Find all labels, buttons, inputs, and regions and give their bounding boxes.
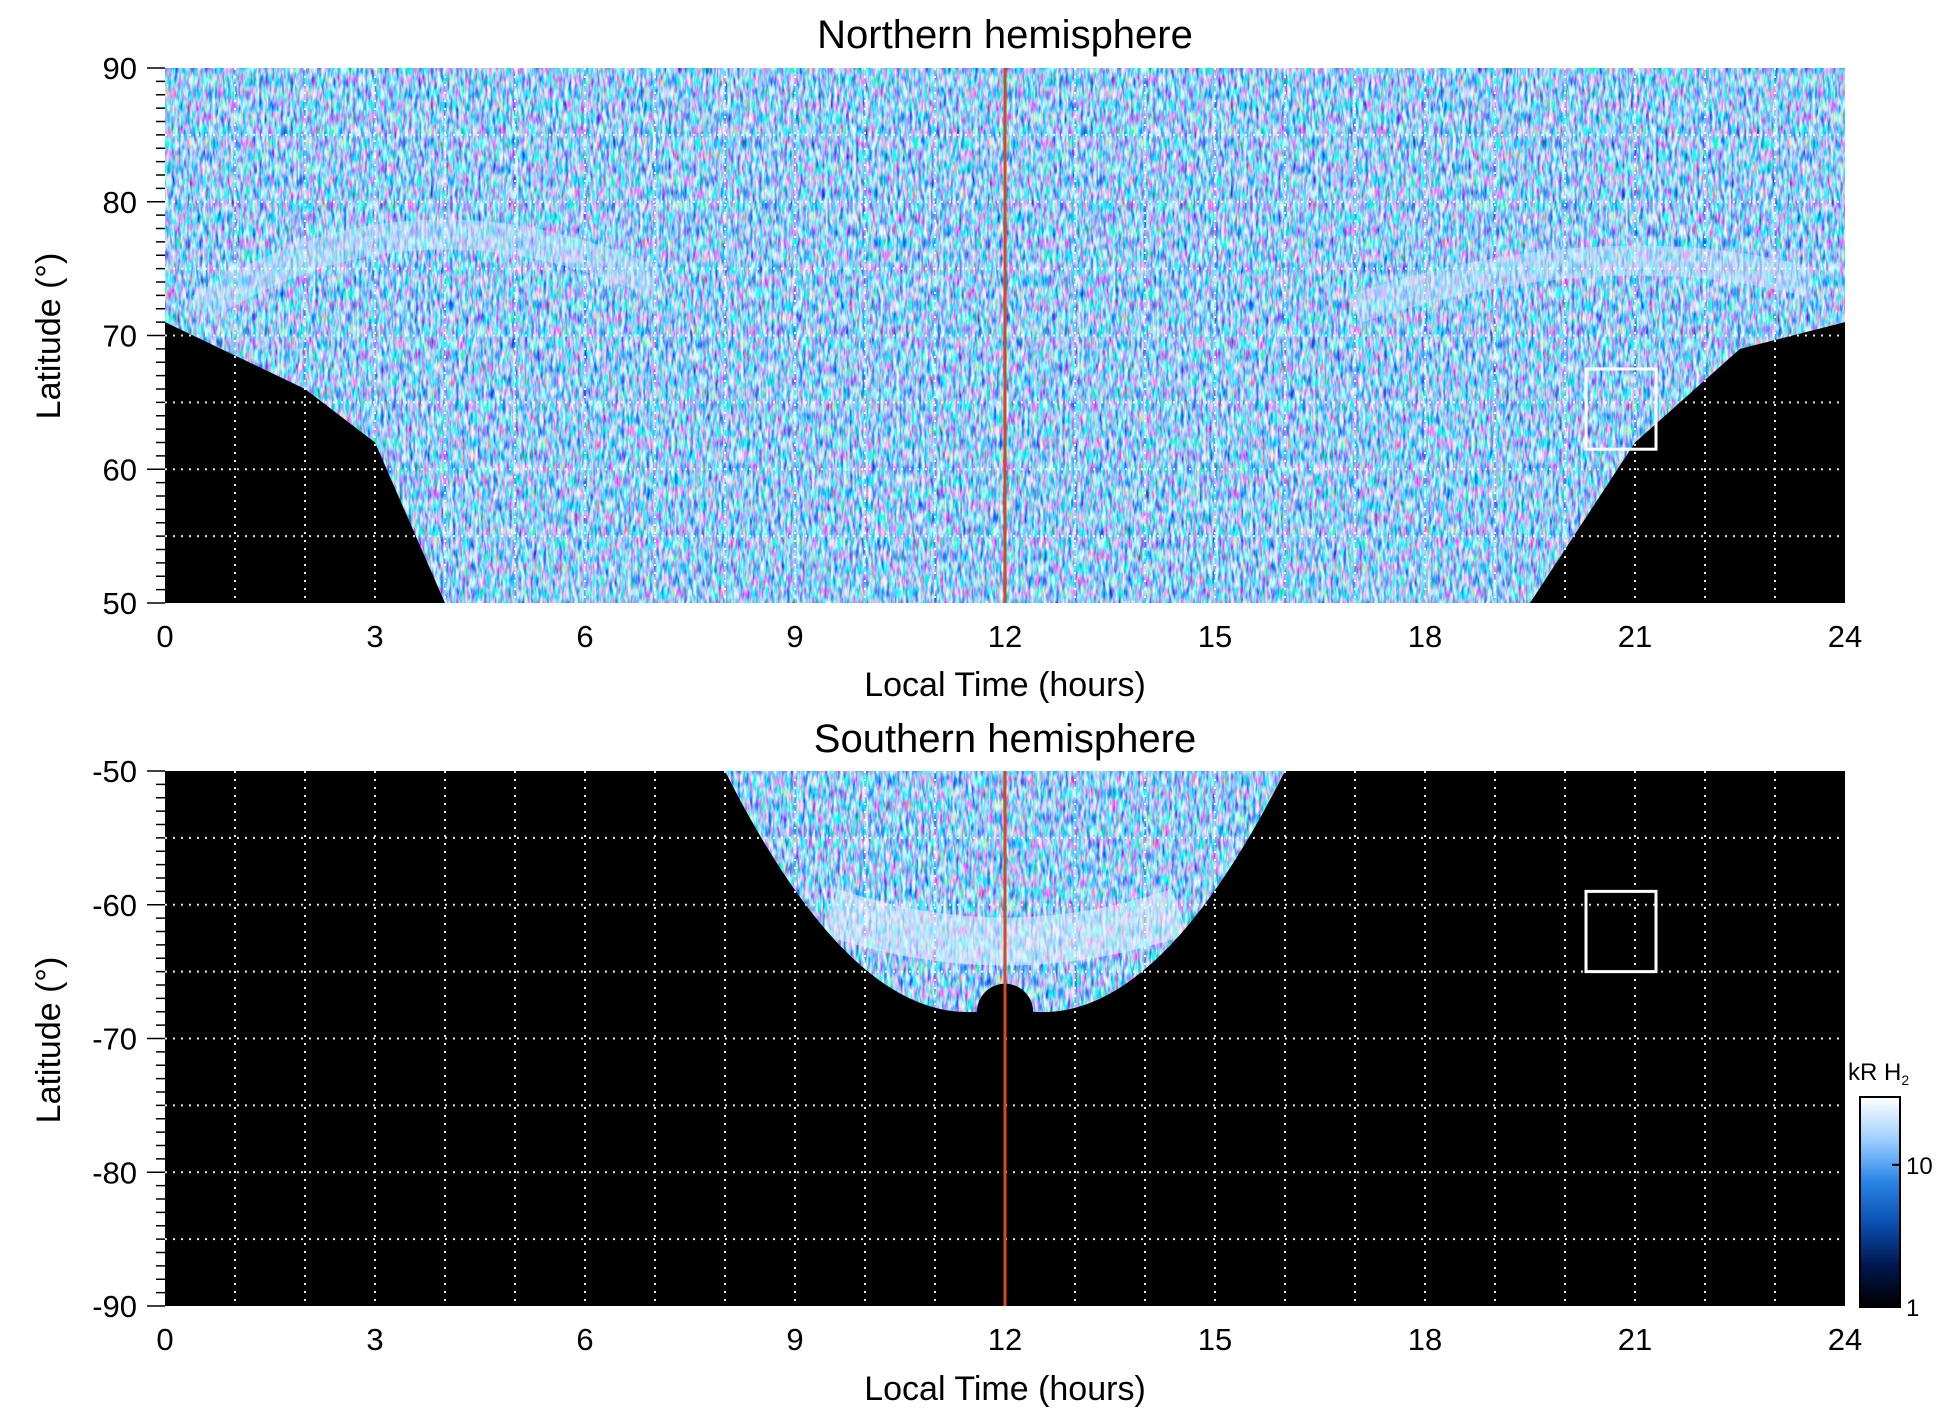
- north-y-minor-ticks: [147, 67, 165, 604]
- north-y-tick-label: 70: [103, 319, 137, 354]
- north-x-tick-label: 3: [366, 619, 383, 654]
- south-x-tick-label: 9: [786, 1322, 803, 1357]
- north-y-axis-label: Latitude (°): [30, 253, 68, 420]
- north-y-tick-labels: 50 60 70 80 90: [103, 51, 137, 621]
- north-x-tick-label: 6: [576, 619, 593, 654]
- south-y-tick-labels: -50 -60 -70 -80 -90: [92, 754, 137, 1324]
- north-x-axis-label: Local Time (hours): [864, 666, 1146, 704]
- south-x-tick-label: 21: [1618, 1322, 1652, 1357]
- south-x-tick-labels: 0 3 6 9 12 15 18 21 24: [156, 1322, 1862, 1357]
- south-title: Southern hemisphere: [814, 717, 1196, 761]
- colorbar: kR H2 10 1: [1848, 1059, 1933, 1322]
- north-y-tick-label: 90: [103, 51, 137, 86]
- south-x-axis-label: Local Time (hours): [864, 1370, 1146, 1408]
- south-x-tick-label: 3: [366, 1322, 383, 1357]
- colorbar-bar: [1859, 1096, 1901, 1308]
- north-highlight-box: [1584, 367, 1658, 451]
- north-x-tick-label: 9: [786, 619, 803, 654]
- colorbar-tick-label: 1: [1906, 1295, 1919, 1322]
- south-y-tick-label: -90: [92, 1289, 137, 1324]
- south-x-tick-label: 6: [576, 1322, 593, 1357]
- north-x-tick-label: 21: [1618, 619, 1652, 654]
- south-highlight-box: [1584, 889, 1658, 974]
- north-x-tick-label: 24: [1828, 619, 1862, 654]
- south-y-tick-label: -50: [92, 754, 137, 789]
- south-y-minor-ticks: [147, 770, 165, 1307]
- north-x-tick-label: 18: [1408, 619, 1442, 654]
- south-x-tick-label: 24: [1828, 1322, 1862, 1357]
- north-y-tick-label: 50: [103, 586, 137, 621]
- south-x-tick-label: 12: [988, 1322, 1022, 1357]
- north-main-oval-glow: [191, 219, 1814, 324]
- south-y-axis-label: Latitude (°): [30, 957, 68, 1124]
- north-y-tick-label: 80: [103, 185, 137, 220]
- colorbar-ticks: 10 1: [1892, 1153, 1933, 1322]
- north-x-tick-label: 0: [156, 619, 173, 654]
- south-x-tick-label: 0: [156, 1322, 173, 1357]
- south-y-tick-label: -70: [92, 1022, 137, 1057]
- south-panel: Southern hemisphere 0 3 6 9 12 15 18 21 24 -50 -6…: [30, 717, 1862, 1408]
- north-x-tick-label: 15: [1198, 619, 1232, 654]
- south-y-tick-label: -80: [92, 1155, 137, 1190]
- south-x-tick-label: 18: [1408, 1322, 1442, 1357]
- north-title: Northern hemisphere: [817, 13, 1193, 57]
- colorbar-tick-label: 10: [1906, 1153, 1933, 1180]
- north-grid: [165, 68, 1845, 603]
- north-x-tick-label: 12: [988, 619, 1022, 654]
- north-panel: Northern hemisphere 0 3 6 9 12 15 18 21 24 50 60 7…: [30, 13, 1862, 704]
- south-y-tick-label: -60: [92, 888, 137, 923]
- south-x-tick-label: 15: [1198, 1322, 1232, 1357]
- north-x-tick-labels: 0 3 6 9 12 15 18 21 24: [156, 619, 1862, 654]
- north-y-tick-label: 60: [103, 452, 137, 487]
- colorbar-label: kR H2: [1848, 1059, 1909, 1088]
